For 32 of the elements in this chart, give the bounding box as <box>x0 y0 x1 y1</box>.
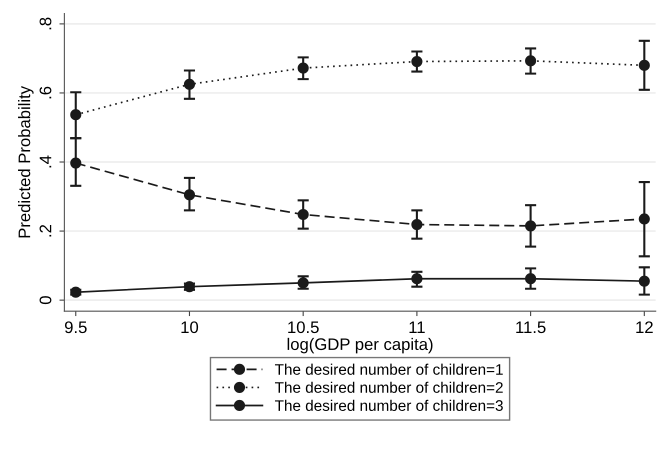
point <box>411 273 422 284</box>
x-tick-label: 10 <box>181 321 198 334</box>
x-tick-label: 11 <box>410 322 425 333</box>
point <box>298 208 309 220</box>
x-axis-title: log(GDP per capita) <box>288 338 432 354</box>
point <box>298 62 309 74</box>
point <box>525 273 536 284</box>
point <box>70 109 82 120</box>
legend-label: The desired number of children=2 <box>274 382 503 393</box>
legend-label: The desired number of children=3 <box>274 400 503 411</box>
point <box>638 276 650 287</box>
point <box>638 60 650 71</box>
y-tick-label: .8 <box>40 18 52 30</box>
point <box>411 56 422 68</box>
y-tick-label: 0 <box>40 296 52 304</box>
x-tick-label: 12 <box>636 321 653 333</box>
point <box>70 286 82 298</box>
y-tick-label: .6 <box>40 86 52 98</box>
x-tick-label: 9.5 <box>64 321 87 334</box>
y-tick-label: .4 <box>40 156 52 168</box>
point <box>184 78 196 90</box>
point <box>638 213 650 225</box>
point <box>411 218 422 230</box>
point <box>70 157 82 169</box>
point <box>525 220 536 232</box>
x-tick-label: 10.5 <box>288 321 319 334</box>
point <box>525 55 536 66</box>
point <box>184 189 196 200</box>
x-tick-label: 11.5 <box>516 322 546 334</box>
legend-label: The desired number of children=1 <box>274 364 503 375</box>
y-tick-label: .2 <box>40 224 52 237</box>
y-axis-title: Predicted Probability <box>18 86 34 238</box>
